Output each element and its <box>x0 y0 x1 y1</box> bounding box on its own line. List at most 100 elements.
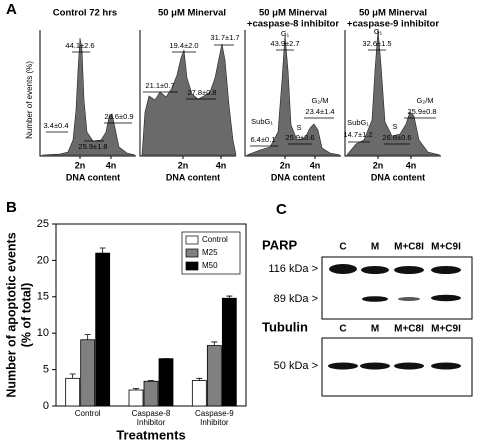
blot-band <box>361 266 389 274</box>
axis-label: Number of events (%) <box>25 61 34 139</box>
annotation: 32.6±1.5 <box>362 39 391 48</box>
x-tick-label: 2n <box>373 160 384 170</box>
lane-label: C <box>339 324 346 335</box>
annotation: SubG₁ <box>347 118 369 127</box>
blot-band <box>431 294 461 302</box>
x-tick-label: 4n <box>216 160 227 170</box>
x-tick-label: 2n <box>280 160 291 170</box>
axis <box>139 30 236 157</box>
legend-swatch <box>185 261 199 271</box>
x-axis-label: DNA content <box>371 172 425 182</box>
annotation: 3.4±0.4 <box>44 121 69 130</box>
annotation: 25.9±1.8 <box>78 142 107 151</box>
gate-lines <box>46 44 436 147</box>
annotation: 43.9±2.7 <box>270 39 299 48</box>
x-axis-label: Treatments <box>116 427 185 442</box>
bar <box>191 380 207 407</box>
error-bar <box>133 388 139 390</box>
marker-label: 50 kDa > <box>274 360 318 372</box>
axis <box>344 30 441 157</box>
annotation: G₂/M <box>311 96 328 105</box>
bar <box>221 297 237 407</box>
bar <box>95 252 111 407</box>
x-tick-label: 2n <box>178 160 189 170</box>
x-axis-label: DNA content <box>271 172 325 182</box>
blot-name: Tubulin <box>262 319 308 334</box>
annotation: 21.1±0.7 <box>145 81 174 90</box>
annotation: 6.4±0.1 <box>251 135 276 144</box>
bar <box>206 345 222 407</box>
annotation: 23.4±1.4 <box>305 107 334 116</box>
blot-band <box>398 297 420 301</box>
x-tick-label: 4n <box>310 160 321 170</box>
y-tick-label: 25 <box>37 218 49 230</box>
error-bar <box>226 295 233 299</box>
bar <box>143 380 159 407</box>
annotation: S <box>392 122 397 131</box>
error-bar <box>69 373 76 379</box>
annotation: 44.1±2.6 <box>65 41 94 50</box>
panel-title: Control 72 hrs <box>53 8 117 19</box>
x-tick-label: 2n <box>75 160 86 170</box>
panel-label: B <box>6 199 17 216</box>
lane-label: M <box>371 324 379 335</box>
annotation: 31.7±1.7 <box>210 33 239 42</box>
annotation: S <box>296 123 301 132</box>
annotation: 26.8±0.6 <box>382 133 411 142</box>
y-tick-label: 20 <box>37 254 49 266</box>
lane-label: M <box>371 242 379 253</box>
lane-label: M+C9I <box>431 242 461 253</box>
legend-swatch <box>185 248 199 258</box>
x-axis-label: DNA content <box>166 172 220 182</box>
blot-band <box>394 362 424 370</box>
histogram <box>346 29 441 156</box>
annotation: 19.4±2.0 <box>169 41 198 50</box>
blot-band <box>431 266 461 274</box>
histogram <box>141 43 237 156</box>
y-axis-label: (% of total) <box>19 283 33 348</box>
x-tick-label: 4n <box>106 160 117 170</box>
histogram <box>246 34 341 156</box>
x-tick-label: Caspase-8 <box>132 409 171 418</box>
error-bar <box>84 334 91 340</box>
annotation: 27.8±0.8 <box>187 88 216 97</box>
legend-label: Control <box>202 235 228 244</box>
y-axis-label: Number of apoptotic events <box>4 232 18 397</box>
x-tick-label: Inhibitor <box>137 418 166 427</box>
legend-label: M25 <box>202 248 218 257</box>
panel-title: +caspase-8 inhibitor <box>247 19 339 30</box>
error-bar <box>211 341 218 346</box>
lane-label: M+C8I <box>394 324 424 335</box>
annotation: G₁ <box>374 27 383 36</box>
blot-band <box>329 264 357 274</box>
blot-band <box>394 266 424 274</box>
blot-name: PARP <box>262 237 297 252</box>
y-tick-label: 5 <box>43 364 49 376</box>
x-tick-label: 4n <box>406 160 417 170</box>
annotation: G₁ <box>281 29 290 38</box>
panel-label: A <box>6 1 17 18</box>
blot-band <box>360 362 390 370</box>
annotation: 25.9±0.8 <box>407 107 436 116</box>
x-axis-label: DNA content <box>66 172 120 182</box>
blot-band <box>362 296 388 302</box>
lane-label: M+C9I <box>431 324 461 335</box>
blot-band <box>431 362 461 370</box>
y-tick-label: 0 <box>43 400 49 412</box>
bar <box>65 377 81 407</box>
x-tick-label: Inhibitor <box>200 418 229 427</box>
error-bar <box>99 247 106 254</box>
marker-label: 89 kDa > <box>274 293 318 305</box>
histograms <box>41 29 441 156</box>
y-tick-label: 10 <box>37 327 49 339</box>
annotation: G₂/M <box>416 96 433 105</box>
annotation: 14.7±1.2 <box>343 130 372 139</box>
panel-title: 50 μM Minerval <box>158 8 226 19</box>
bar <box>128 389 144 407</box>
histogram <box>41 37 136 156</box>
x-tick-label: Caspase-9 <box>195 409 234 418</box>
bar <box>80 339 96 407</box>
y-tick-label: 15 <box>37 291 49 303</box>
x-tick-label: Control <box>75 409 101 418</box>
